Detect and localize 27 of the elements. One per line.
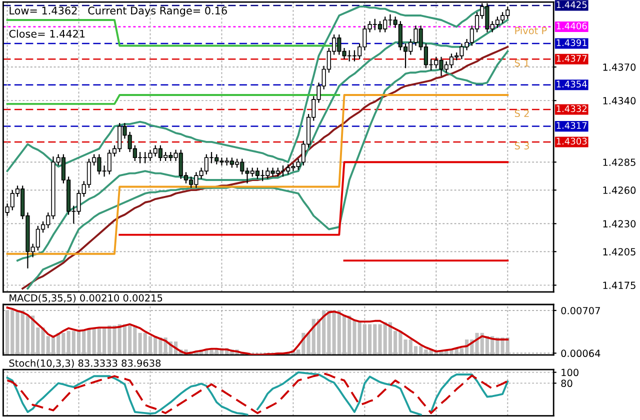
- y-tick-label: 0.00707: [561, 306, 600, 314]
- y-tick-label: 1.4370: [603, 63, 636, 71]
- ref-line-label: 1.4425: [556, 1, 587, 8]
- ref-line-label: 1.4377: [556, 54, 587, 62]
- text: MACD(5,35,5) 0.00210 0.00215: [10, 294, 162, 303]
- y-tick-label: 1.4175: [603, 282, 636, 290]
- y-tick-label: 0.00064: [561, 350, 600, 358]
- y-tick-label: 100: [562, 368, 578, 376]
- ref-line-label: 1.4303: [556, 138, 587, 145]
- ref-line-label: 1.4332: [556, 105, 586, 112]
- ref-line-label: 1.4354: [556, 80, 587, 88]
- annotation: S 2: [514, 110, 529, 118]
- y-tick-label: 1.4205: [603, 248, 636, 256]
- y-tick-label: 80: [561, 380, 572, 388]
- annotation: Low= 1.4362 Current Days Range= 0.16: [10, 6, 227, 17]
- ref-line-label: 1.4391: [556, 39, 587, 46]
- annotation: S 1: [514, 59, 529, 67]
- ref-line-label: 1.4317: [556, 122, 587, 129]
- y-tick-label: 1.4260: [603, 186, 636, 194]
- annotation: Close= 1.4421: [9, 30, 85, 38]
- text: Stoch(10,3,3) 83.3333 83.9638: [9, 359, 161, 368]
- y-tick-label: 1.4230: [603, 220, 636, 228]
- annotation: Pivot P: [515, 26, 547, 34]
- y-tick-label: 1.4340: [603, 97, 636, 104]
- annotation: S 3: [514, 142, 529, 150]
- ref-line-label: 1.4406: [556, 22, 587, 30]
- y-tick-label: 1.4285: [603, 158, 636, 166]
